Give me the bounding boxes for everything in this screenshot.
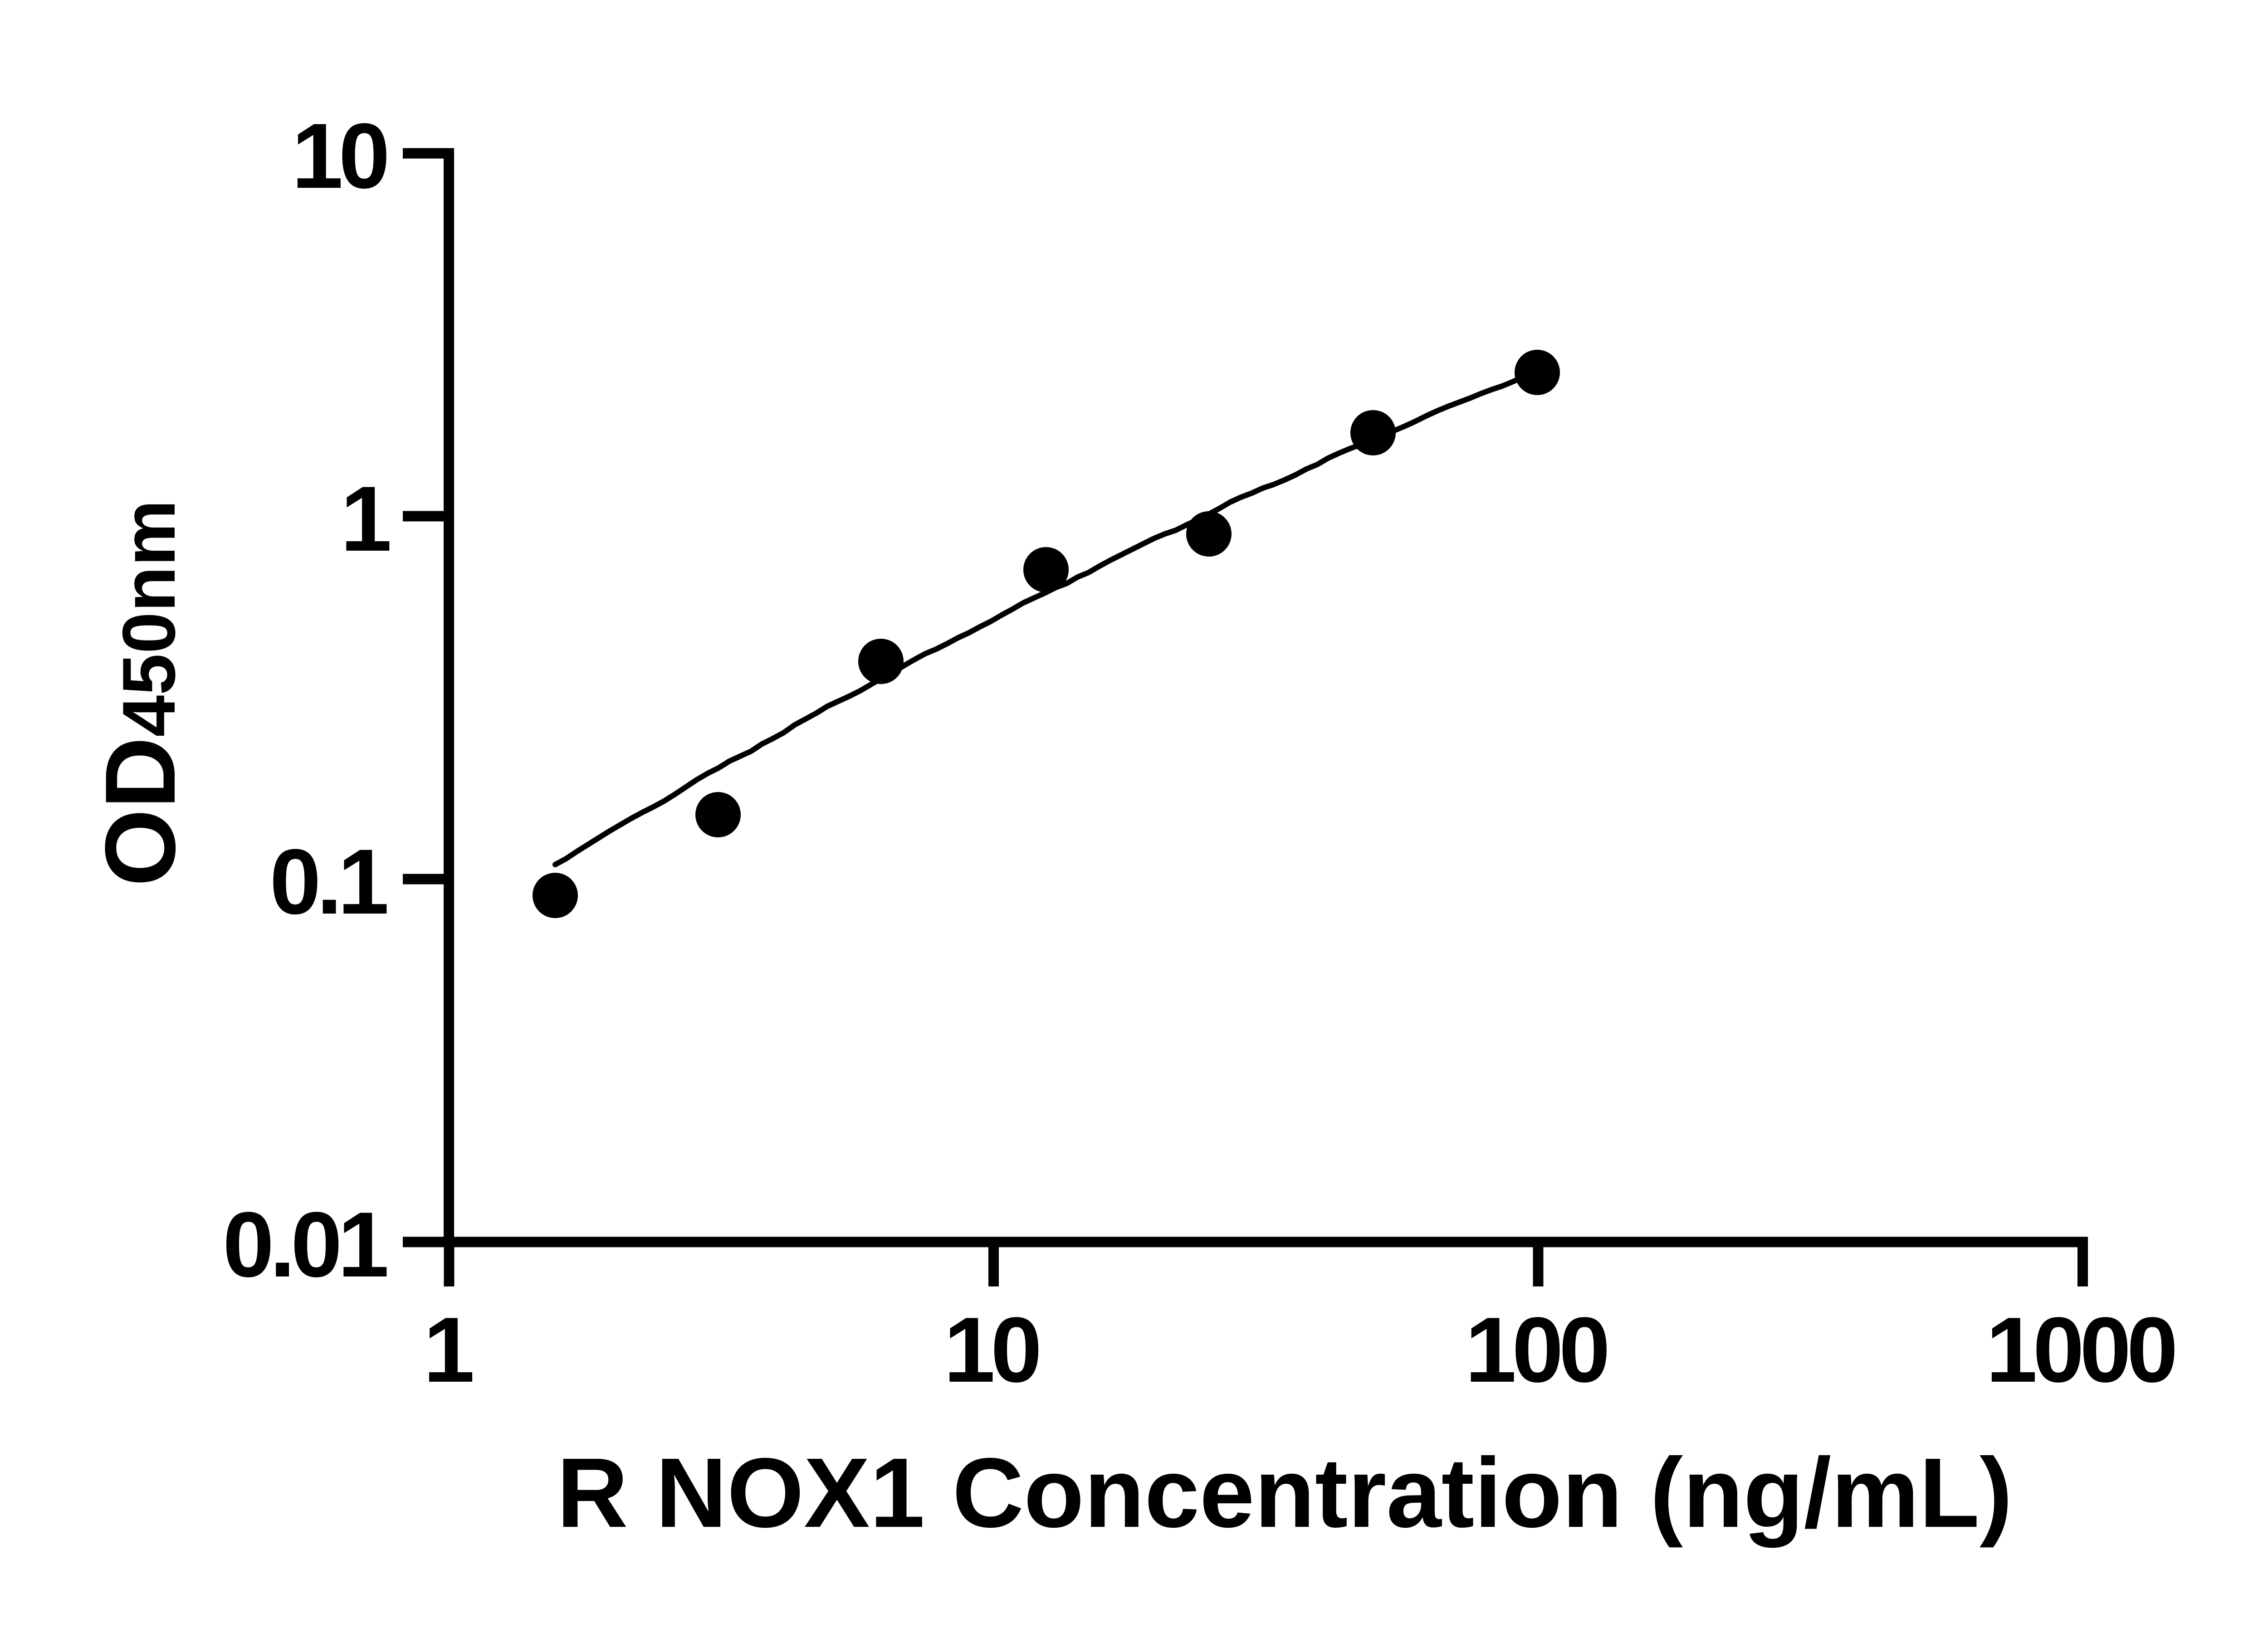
svg-text:10: 10 — [292, 104, 386, 208]
svg-text:0.1: 0.1 — [269, 830, 386, 934]
svg-text:100: 100 — [1465, 1298, 1607, 1402]
svg-text:1: 1 — [341, 467, 392, 571]
svg-text:10: 10 — [944, 1298, 1039, 1402]
svg-text:OD450nm: OD450nm — [84, 500, 196, 887]
svg-text:1000: 1000 — [1986, 1298, 2175, 1402]
svg-text:0.01: 0.01 — [223, 1193, 387, 1296]
svg-text:1: 1 — [423, 1298, 474, 1402]
svg-text:R NOX1 Concentration (ng/mL): R NOX1 Concentration (ng/mL) — [557, 1438, 2012, 1548]
